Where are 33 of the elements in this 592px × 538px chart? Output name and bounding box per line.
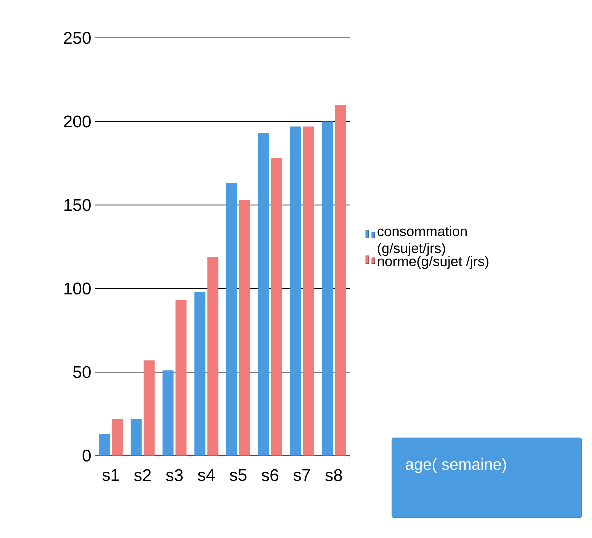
bar bbox=[130, 419, 142, 456]
x-tick-label: s2 bbox=[134, 469, 151, 482]
y-tick-label: 100 bbox=[64, 282, 91, 295]
y-tick-label: 200 bbox=[64, 116, 91, 128]
bar bbox=[290, 126, 302, 456]
y-tick-label: 250 bbox=[64, 32, 91, 44]
bar bbox=[239, 200, 250, 456]
bar bbox=[176, 300, 187, 456]
y-tick-label: 0 bbox=[82, 450, 91, 462]
x-tick-label: s1 bbox=[102, 469, 120, 482]
bar bbox=[208, 257, 219, 456]
x-tick-label: s6 bbox=[262, 469, 279, 482]
bar bbox=[194, 292, 206, 456]
bar bbox=[226, 184, 238, 456]
bar bbox=[303, 126, 314, 456]
bar bbox=[322, 122, 334, 456]
bar bbox=[162, 370, 174, 456]
bar bbox=[258, 133, 270, 456]
legend-label: norme(g/sujet /jrs) bbox=[378, 256, 489, 270]
x-tick-label: s7 bbox=[294, 469, 310, 482]
x-tick-label: s8 bbox=[326, 469, 342, 482]
y-tick-label: 150 bbox=[64, 199, 91, 212]
x-tick-label: s4 bbox=[198, 469, 216, 482]
x-tick-label: s3 bbox=[166, 469, 183, 482]
bar bbox=[112, 419, 124, 456]
y-tick-label: 50 bbox=[73, 366, 91, 378]
bar bbox=[271, 158, 282, 456]
x-axis-title: age( semaine) bbox=[406, 458, 506, 474]
bar bbox=[335, 104, 346, 456]
legend-label: consommation (g/sujet/jrs) bbox=[378, 226, 467, 256]
bar bbox=[99, 434, 110, 456]
x-tick-label: s5 bbox=[230, 469, 247, 482]
bar bbox=[144, 360, 155, 456]
